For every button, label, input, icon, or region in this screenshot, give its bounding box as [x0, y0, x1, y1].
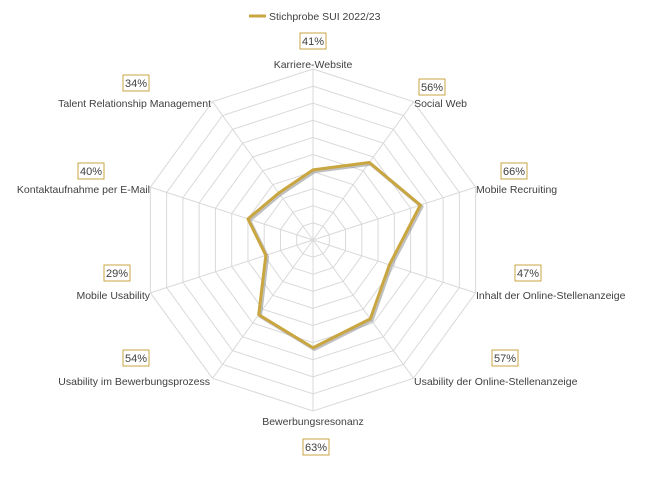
- radar-grid: [149, 68, 477, 412]
- grid-spoke: [312, 186, 476, 241]
- radar-series: [246, 161, 424, 351]
- series-shadow: [247, 162, 424, 351]
- value-label-box: [299, 32, 327, 50]
- value-label-box: [514, 264, 542, 282]
- value-label: 66%: [503, 166, 525, 178]
- axis-label: Bewerbungsresonanz: [262, 416, 364, 428]
- axis-label: Inhalt der Online-Stellenanzeige: [476, 290, 626, 302]
- value-label-box: [302, 438, 330, 456]
- value-label: 40%: [80, 166, 102, 178]
- grid-spoke: [212, 101, 314, 241]
- axis-label: Usability im Bewerbungsprozess: [58, 376, 210, 388]
- axis-label: Mobile Usability: [76, 290, 150, 302]
- value-label-box: [500, 162, 528, 180]
- value-label-box: [122, 349, 150, 367]
- value-label: 54%: [125, 353, 147, 365]
- axis-label: Talent Relationship Management: [58, 98, 211, 110]
- axis-label: Usability der Online-Stellenanzeige: [414, 376, 578, 388]
- value-label: 56%: [421, 82, 443, 94]
- value-label-box: [122, 74, 150, 92]
- value-label: 29%: [106, 268, 128, 280]
- axis-labels: Karriere-Website Social Web Mobile Recruit…: [17, 59, 626, 428]
- value-labels: 41% 56% 66% 47% 57% 63% 54% 29% 40% 34%: [77, 32, 542, 456]
- value-label-box: [77, 162, 105, 180]
- value-label: 47%: [517, 268, 539, 280]
- value-label-box: [418, 78, 446, 96]
- grid-spoke: [312, 101, 414, 241]
- axis-label: Social Web: [414, 98, 467, 110]
- value-label: 34%: [125, 78, 147, 90]
- value-label: 57%: [494, 353, 516, 365]
- axis-label: Karriere-Website: [274, 59, 353, 71]
- value-label-box: [103, 264, 131, 282]
- legend: Stichprobe SUI 2022/23: [249, 11, 381, 23]
- series-line: [246, 161, 422, 350]
- axis-label: Kontaktaufnahme per E-Mail: [17, 184, 150, 196]
- grid-spoke: [312, 239, 476, 294]
- value-label: 41%: [302, 36, 324, 48]
- axis-label: Mobile Recruiting: [476, 184, 557, 196]
- grid-spoke: [150, 239, 314, 294]
- value-label-box: [491, 349, 519, 367]
- value-label: 63%: [305, 442, 327, 454]
- grid-spoke: [312, 239, 414, 379]
- legend-series-label: Stichprobe SUI 2022/23: [269, 11, 381, 23]
- grid-spoke: [150, 186, 314, 241]
